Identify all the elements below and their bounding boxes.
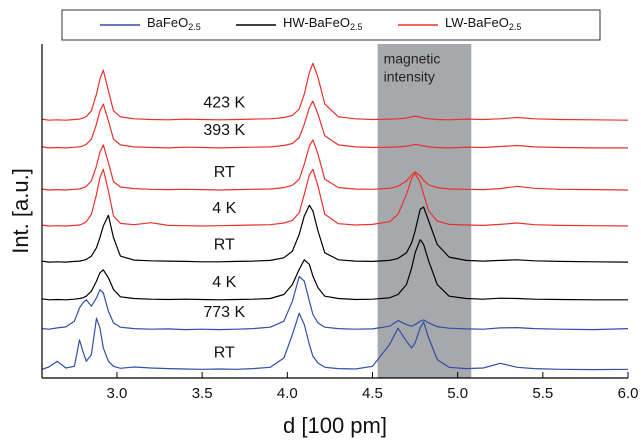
trace-label: RT bbox=[214, 236, 235, 253]
x-tick-label: 5.0 bbox=[447, 385, 468, 402]
trace-label: RT bbox=[214, 345, 235, 362]
legend-box bbox=[61, 9, 601, 41]
trace-label: 393 K bbox=[203, 122, 245, 139]
x-tick-label: 3.5 bbox=[192, 385, 213, 402]
trace-line bbox=[41, 204, 629, 263]
legend-label: LW-BaFeO2.5 bbox=[445, 15, 521, 32]
trace-label: 4 K bbox=[212, 274, 236, 291]
trace-line bbox=[41, 100, 628, 149]
legend-label: BaFeO2.5 bbox=[147, 15, 201, 32]
x-tick-label: 4.5 bbox=[362, 385, 383, 402]
trace-label: 4 K bbox=[212, 200, 236, 217]
trace-line bbox=[41, 239, 628, 301]
x-axis-label: d [100 pm] bbox=[283, 413, 387, 438]
trace-label: 423 K bbox=[203, 94, 245, 111]
legend-label: HW-BaFeO2.5 bbox=[283, 15, 362, 32]
trace-label: 773 K bbox=[203, 304, 245, 321]
trace-line bbox=[41, 62, 629, 121]
trace-line bbox=[41, 139, 629, 191]
x-tick-label: 5.5 bbox=[532, 385, 553, 402]
trace-line bbox=[41, 312, 629, 371]
region-label: intensity bbox=[384, 69, 435, 85]
x-tick-label: 4.0 bbox=[277, 385, 298, 402]
x-tick-label: 3.0 bbox=[107, 385, 128, 402]
plot-layer: 773 K RT RT 4 K 423 K 393 K RT 4 K bbox=[41, 62, 629, 371]
trace-line bbox=[41, 168, 629, 227]
region-label: magnetic bbox=[384, 51, 441, 67]
y-axis-label: Int. [a.u.] bbox=[8, 168, 33, 254]
trace-label: RT bbox=[214, 164, 235, 181]
trace-line bbox=[41, 275, 629, 331]
x-tick-label: 6.0 bbox=[618, 385, 639, 402]
